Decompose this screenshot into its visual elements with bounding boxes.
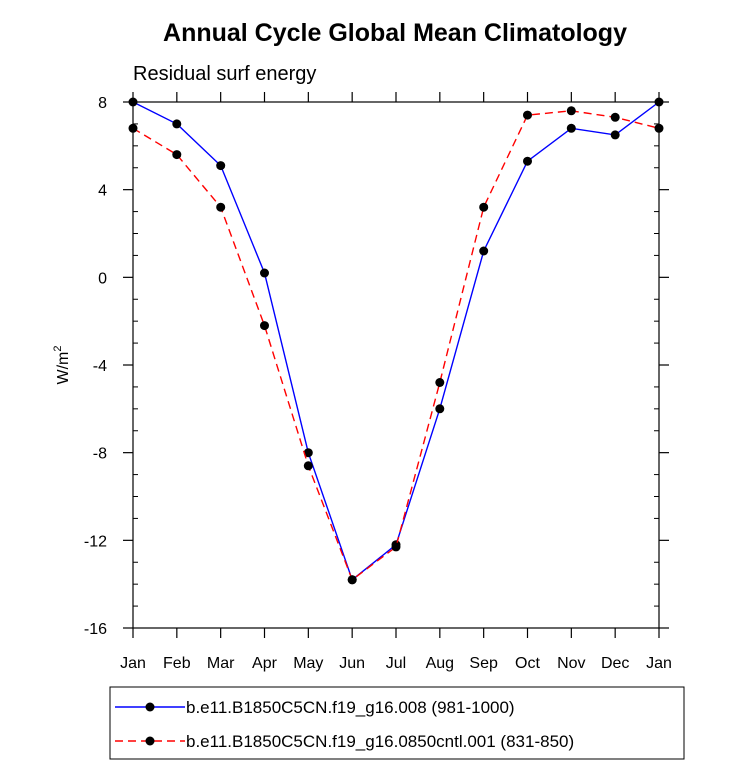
legend: b.e11.B1850C5CN.f19_g16.008 (981-1000) b.… xyxy=(109,686,685,760)
y-tick-label: -8 xyxy=(93,446,107,463)
data-point xyxy=(610,130,620,140)
y-axis-label: W/m2 xyxy=(52,346,72,385)
data-point xyxy=(566,106,576,116)
data-point xyxy=(610,112,620,122)
x-tick-label: Aug xyxy=(426,655,454,672)
x-tick-label: Nov xyxy=(557,655,585,672)
y-tick-label: -4 xyxy=(93,358,107,375)
y-tick-label: 0 xyxy=(98,270,107,287)
legend-label-2: b.e11.B1850C5CN.f19_g16.0850cntl.001 (83… xyxy=(186,732,574,751)
x-tick-label: Jan xyxy=(646,655,672,672)
series-layer xyxy=(128,97,664,585)
data-point xyxy=(216,202,226,212)
x-tick-label: Feb xyxy=(163,655,191,672)
y-tick-label: -16 xyxy=(84,621,107,638)
data-point xyxy=(172,119,182,129)
minor-ticks xyxy=(133,123,659,607)
legend-label-1: b.e11.B1850C5CN.f19_g16.008 (981-1000) xyxy=(186,698,515,717)
y-tick-label: 4 xyxy=(98,183,107,200)
tick-labels: -16 -12 -8 -4 0 4 8 Jan Feb Mar Apr May Jun Jul Aug Sep… xyxy=(84,95,672,672)
y-axis-label-unit: W/m xyxy=(55,352,72,385)
y-axis-label-superscript: 2 xyxy=(52,346,64,352)
legend-marker-1 xyxy=(145,702,155,712)
plot-frame xyxy=(132,101,660,629)
x-tick-label: Oct xyxy=(515,655,540,672)
series-line-1 xyxy=(132,101,660,581)
legend-box xyxy=(109,686,685,760)
x-tick-label: Jan xyxy=(120,655,146,672)
data-point xyxy=(523,110,532,120)
y-tick-label: 8 xyxy=(98,95,107,112)
x-tick-label: Sep xyxy=(469,655,498,672)
data-point xyxy=(303,448,313,458)
data-point xyxy=(303,461,313,471)
x-tick-label: Mar xyxy=(207,655,235,672)
major-ticks xyxy=(123,92,669,638)
chart-subtitle: Residual surf energy xyxy=(133,63,316,85)
data-point xyxy=(479,246,489,256)
data-point xyxy=(523,156,532,166)
legend-marker-2 xyxy=(145,736,155,746)
chart-title: Annual Cycle Global Mean Climatology xyxy=(163,19,627,47)
data-point xyxy=(479,202,489,212)
data-point xyxy=(216,161,226,171)
y-tick-label: -12 xyxy=(84,533,107,550)
x-tick-label: Apr xyxy=(252,655,278,672)
x-tick-label: Jun xyxy=(339,655,365,672)
data-point xyxy=(260,321,269,331)
data-point xyxy=(566,123,576,133)
data-point xyxy=(260,268,269,278)
x-tick-label: May xyxy=(293,655,323,672)
x-tick-label: Dec xyxy=(601,655,629,672)
data-point xyxy=(391,542,401,552)
data-point xyxy=(435,378,445,387)
x-tick-label: Jul xyxy=(386,655,406,672)
series-line-2 xyxy=(132,110,660,581)
data-point xyxy=(347,575,357,585)
data-point xyxy=(435,404,445,414)
data-point xyxy=(172,150,182,160)
